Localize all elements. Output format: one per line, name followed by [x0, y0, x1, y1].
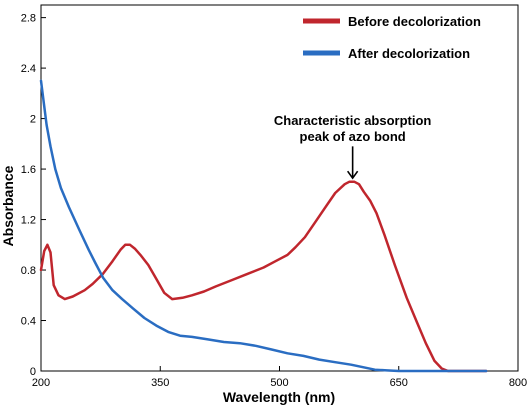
- y-tick-label: 2.8: [21, 13, 36, 25]
- x-tick-label: 650: [390, 377, 408, 389]
- y-tick-label: 0.8: [21, 265, 36, 277]
- x-tick-label: 200: [32, 377, 50, 389]
- legend-label: After decolorization: [348, 46, 470, 61]
- y-tick-label: 2: [30, 114, 36, 126]
- series-lines: [39, 79, 488, 373]
- y-tick-label: 1.6: [21, 164, 36, 176]
- x-axis-title: Wavelength (nm): [223, 389, 335, 405]
- y-axis: 0 0.4 0.8 1.2 1.6 2 2.4 2.8: [21, 13, 46, 378]
- y-tick-label: 0: [30, 366, 36, 378]
- legend: Before decolorization After decolorizatio…: [303, 14, 481, 61]
- series-line-before: [39, 180, 488, 373]
- x-tick-label: 350: [151, 377, 169, 389]
- y-tick-label: 2.4: [21, 63, 36, 75]
- annotation-text: Characteristic absorption: [274, 113, 432, 128]
- y-tick-label: 1.2: [21, 215, 36, 227]
- legend-label: Before decolorization: [348, 14, 481, 29]
- x-axis: 200 350 500 650 800: [32, 366, 527, 389]
- x-tick-label: 800: [509, 377, 527, 389]
- annotation-text: peak of azo bond: [300, 129, 406, 144]
- x-tick-label: 500: [270, 377, 288, 389]
- y-tick-label: 0.4: [21, 316, 36, 328]
- annotation-arrowhead: [346, 170, 359, 180]
- series-line-after: [39, 79, 488, 373]
- y-axis-title: Absorbance: [0, 165, 16, 246]
